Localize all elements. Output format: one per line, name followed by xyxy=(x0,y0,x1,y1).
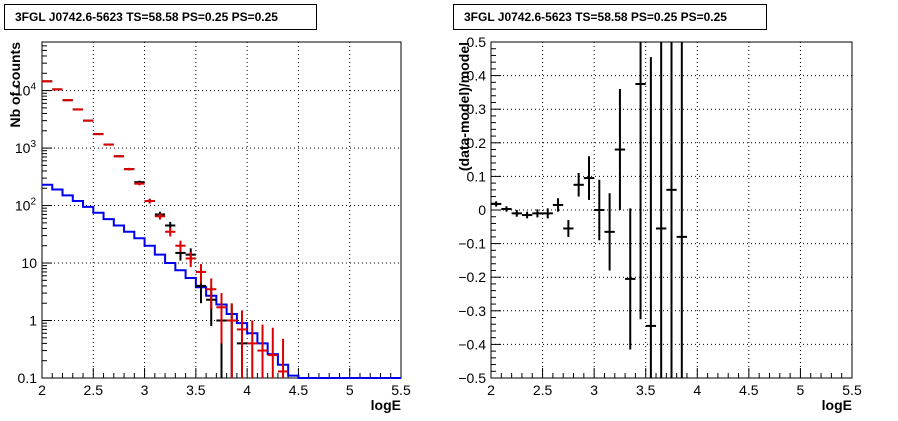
counts-simulated-point xyxy=(216,293,227,344)
residual-y-tick-label: 0.1 xyxy=(467,168,487,184)
residual-x-tick-label: 2 xyxy=(487,382,495,398)
counts-simulated-point xyxy=(165,227,176,237)
counts-simulated-point xyxy=(267,327,278,378)
residual-y-tick-label: −0.3 xyxy=(458,303,486,319)
residual-data-point xyxy=(573,173,584,197)
residual-x-tick-label: 4 xyxy=(693,382,701,398)
counts-simulated-point xyxy=(103,143,114,146)
residual-data-point xyxy=(511,210,522,217)
residual-x-tick-label: 3 xyxy=(590,382,598,398)
residual-data-point xyxy=(583,156,595,200)
counts-simulated-point xyxy=(206,278,217,309)
counts-x-tick-label: 5 xyxy=(346,382,354,398)
counts-simulated-point xyxy=(134,182,145,186)
residual-data-point xyxy=(491,201,502,207)
counts-x-tick-label: 2 xyxy=(38,382,46,398)
counts-x-tick-label: 3 xyxy=(141,382,149,398)
counts-y-tick-label: 103 xyxy=(15,139,37,156)
residual-data-point xyxy=(676,42,687,378)
counts-simulated-point xyxy=(154,213,166,220)
residual-data-point xyxy=(625,208,636,350)
residual-y-tick-label: 0.3 xyxy=(467,101,487,117)
residual-x-tick-label: 3.5 xyxy=(636,382,656,398)
counts-simulated-point xyxy=(257,324,268,378)
residual-data-point xyxy=(614,89,626,210)
counts-x-tick-label: 2.5 xyxy=(84,382,104,398)
counts-simulated-point xyxy=(195,264,207,284)
residual-y-tick-label: −0.2 xyxy=(458,269,486,285)
counts-y-tick-label: 102 xyxy=(15,197,37,214)
residual-data-point xyxy=(666,42,677,378)
counts-y-tick-label: 0.1 xyxy=(18,370,38,386)
counts-simulated-point xyxy=(93,133,104,136)
residual-y-tick-label: 0.5 xyxy=(467,34,487,50)
residual-y-tick-label: 0 xyxy=(478,202,486,218)
counts-y-axis-label: Nb of counts xyxy=(7,42,23,128)
counts-x-tick-label: 4 xyxy=(243,382,251,398)
residual-y-axis-label: (data-model)/model xyxy=(456,42,472,171)
counts-x-axis-label: logE xyxy=(371,397,401,413)
counts-simulated-point xyxy=(83,119,94,122)
residual-data-point xyxy=(501,206,512,212)
residual-data-point xyxy=(532,209,543,218)
residual-data-point xyxy=(552,198,564,212)
residual-data-point xyxy=(542,208,553,219)
counts-simulated-point xyxy=(124,167,135,171)
residual-x-axis-label: logE xyxy=(822,397,852,413)
residual-data-point xyxy=(594,179,605,241)
counts-simulated-point xyxy=(62,99,73,102)
counts-y-tick-label: 10 xyxy=(21,255,37,271)
counts-x-tick-label: 5.5 xyxy=(391,382,411,398)
residual-data-point xyxy=(563,220,574,237)
left-plot-title: 3FGL J0742.6-5623 TS=58.58 PS=0.25 PS=0.… xyxy=(4,4,317,30)
counts-y-tick-label: 1 xyxy=(29,313,37,329)
right-plot-title: 3FGL J0742.6-5623 TS=58.58 PS=0.25 PS=0.… xyxy=(453,4,767,30)
residual-y-tick-label: −0.1 xyxy=(458,236,486,252)
residual-x-tick-label: 5.5 xyxy=(842,382,862,398)
residual-data-point xyxy=(645,57,657,378)
residual-x-tick-label: 5 xyxy=(797,382,805,398)
residual-y-tick-label: −0.4 xyxy=(458,336,486,352)
residual-data-point xyxy=(656,42,667,378)
residual-y-tick-label: −0.5 xyxy=(458,370,486,386)
residual-y-tick-label: 0.2 xyxy=(467,135,487,151)
counts-x-tick-label: 4.5 xyxy=(289,382,309,398)
residual-x-tick-label: 2.5 xyxy=(533,382,553,398)
counts-simulated-point xyxy=(113,155,125,158)
counts-simulated-point xyxy=(185,252,196,268)
counts-simulated-point xyxy=(236,310,248,378)
counts-simulated-point xyxy=(72,108,84,111)
residual-data-point xyxy=(521,211,533,219)
counts-x-tick-label: 3.5 xyxy=(186,382,206,398)
counts-y-tick-label: 104 xyxy=(15,82,37,99)
residual-data-point xyxy=(635,42,646,320)
residual-y-tick-label: 0.4 xyxy=(467,68,487,84)
residual-data-point xyxy=(604,193,615,271)
counts-simulated-point xyxy=(247,320,258,378)
counts-simulated-point xyxy=(226,303,237,378)
residual-x-tick-label: 4.5 xyxy=(739,382,759,398)
counts-simulated-point xyxy=(144,198,155,204)
counts-simulated-point xyxy=(175,240,186,253)
counts-simulated-point xyxy=(277,338,289,378)
